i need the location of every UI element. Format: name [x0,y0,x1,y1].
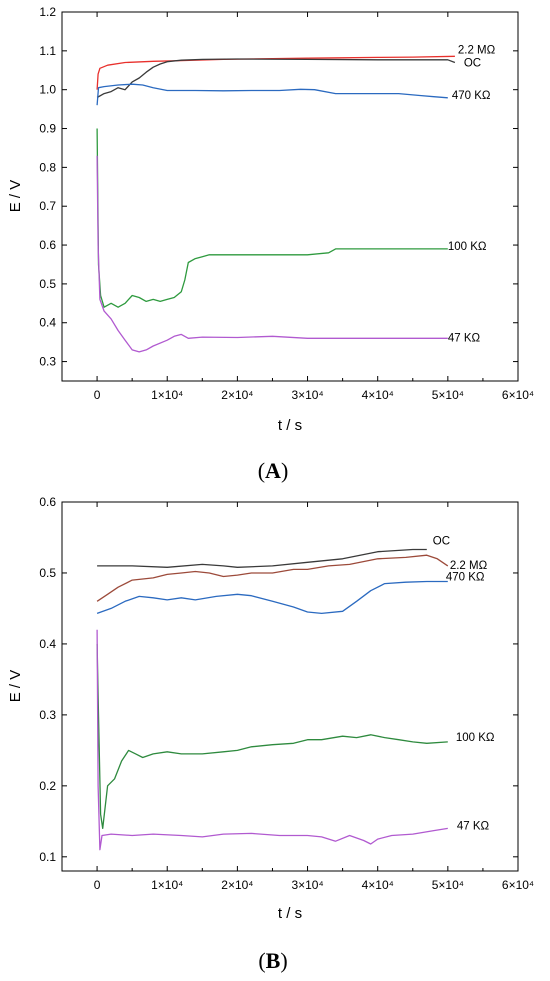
series-label: 2.2 MΩ [450,560,488,572]
x-tick-label: 0 [94,388,101,402]
y-tick-label: 0.6 [39,495,56,509]
y-tick-label: 0.5 [39,566,56,580]
y-tick-label: 0.4 [39,316,56,330]
chart-panel-a: 0 1×10⁴ 2×10⁴ 3×10⁴ 4×10⁴ 5×10⁴ 6×10⁴ 0.3 0.4 0.5… [7,5,534,483]
y-tick-label: 0.2 [39,779,56,793]
panel-label: (B) [258,948,287,973]
x-tick-label: 6×10⁴ [502,388,534,402]
series-line [96,83,448,106]
x-axis-title: t / s [278,905,302,922]
series-label: OC [464,57,481,69]
x-tick-label: 4×10⁴ [362,388,394,402]
series-line [96,58,456,99]
y-axis-title: E / V [7,670,24,703]
x-tick-label: 4×10⁴ [362,878,394,892]
series-label: 100 KΩ [456,732,495,744]
x-tick-label: 6×10⁴ [502,878,534,892]
series-line [96,643,448,830]
x-tick-label: 3×10⁴ [291,388,323,402]
plot-frame [61,501,519,872]
series-label: 2.2 MΩ [458,44,496,56]
y-tick-label: 0.9 [39,122,56,136]
series-label: 470 KΩ [452,90,491,102]
series-label: OC [433,536,450,548]
x-tick-label: 5×10⁴ [432,878,464,892]
plot-frame [61,11,519,382]
x-tick-label: 5×10⁴ [432,388,464,402]
y-tick-label: 1.2 [39,5,56,19]
series-label: 470 KΩ [446,571,485,583]
x-tick-label: 1×10⁴ [151,388,183,402]
x-tick-label: 1×10⁴ [151,878,183,892]
y-tick-label: 1.1 [39,44,56,58]
series-line [96,629,448,851]
x-tick-label: 2×10⁴ [221,878,253,892]
y-tick-label: 0.4 [39,637,56,651]
series-line [96,128,448,308]
y-tick-label: 0.7 [39,199,56,213]
series-line [96,155,448,353]
series-label: 47 KΩ [457,820,490,832]
series-line [96,55,455,90]
chart-panel-b: 0 1×10⁴ 2×10⁴ 3×10⁴ 4×10⁴ 5×10⁴ 6×10⁴ 0.1 0.2 0.3… [7,495,534,973]
y-tick-label: 1.0 [39,83,56,97]
series-line [96,580,448,615]
y-tick-label: 0.6 [39,238,56,252]
series-line [96,554,449,602]
x-tick-label: 0 [94,878,101,892]
series-line [97,548,427,568]
x-axis-title: t / s [278,417,302,434]
x-tick-label: 3×10⁴ [291,878,323,892]
y-tick-label: 0.1 [39,850,56,864]
y-axis-title: E / V [7,180,24,213]
y-tick-label: 0.3 [39,708,56,722]
y-tick-label: 0.3 [39,355,56,369]
series-label: 100 KΩ [448,241,487,253]
series-label: 47 KΩ [448,332,481,344]
y-tick-label: 0.8 [39,160,56,174]
panel-label: (A) [258,458,289,483]
x-tick-label: 2×10⁴ [221,388,253,402]
y-tick-label: 0.5 [39,277,56,291]
